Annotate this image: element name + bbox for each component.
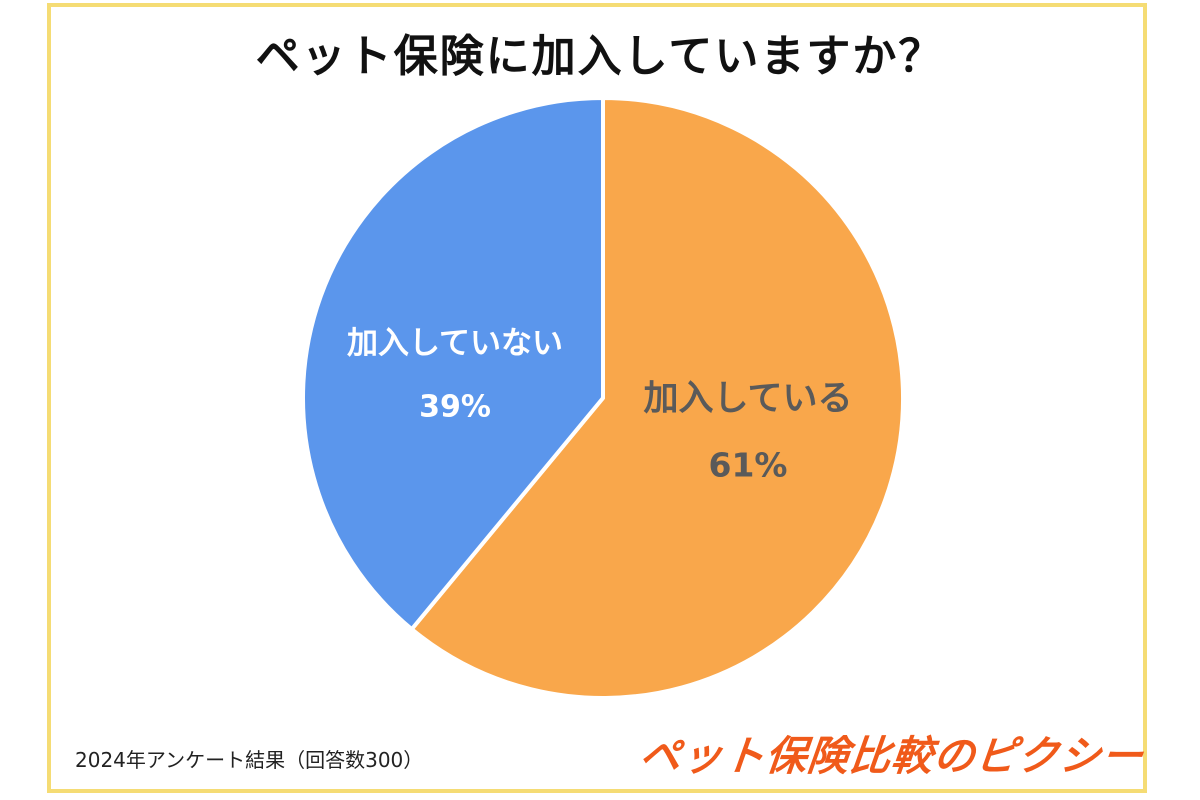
slice-value-2: 39%: [419, 390, 491, 425]
slice-label-2: 加入していない: [347, 326, 563, 362]
chart-title: ペット保険に加入していますか？: [255, 31, 945, 82]
survey-note: 2024年アンケート結果（回答数300）: [75, 748, 424, 772]
slice-value-1: 61%: [709, 446, 788, 485]
slice-label-1: 加入している: [644, 379, 853, 419]
brand-logo: ペット保険比較のピクシー: [637, 732, 1147, 780]
pie-slice-2: [301, 96, 605, 632]
pie-slice-1: [409, 96, 905, 700]
